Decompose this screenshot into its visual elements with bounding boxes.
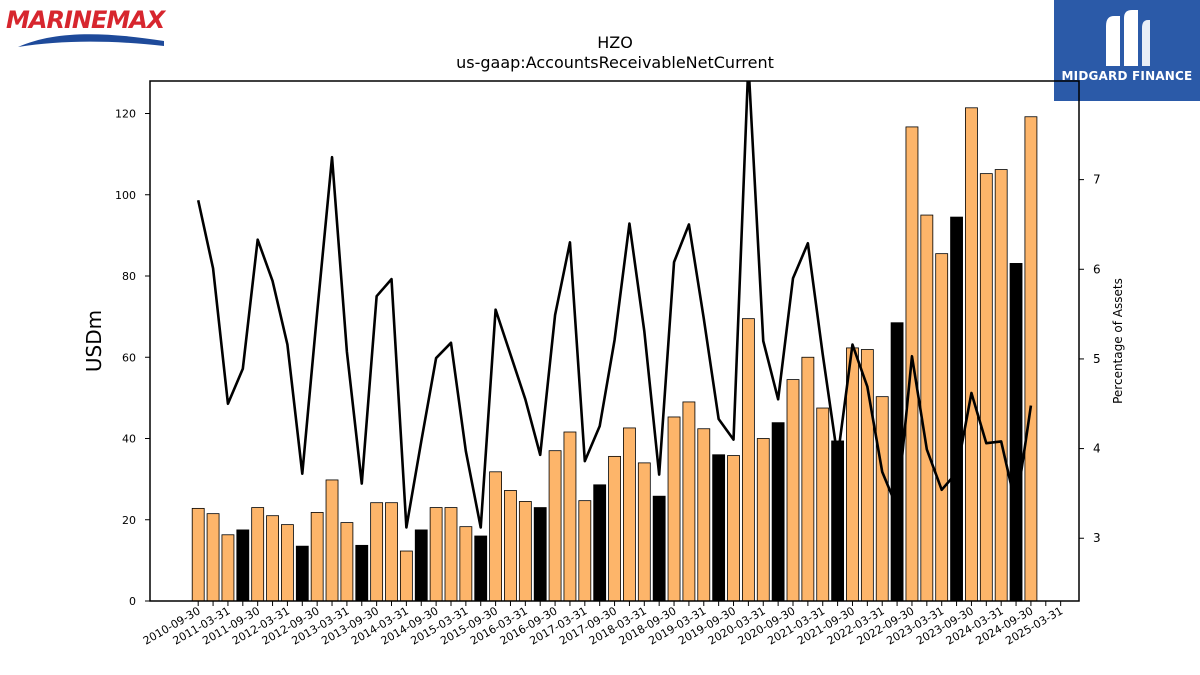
y-tick-label: 80 [122,270,136,283]
bar [637,462,651,602]
bar [1009,263,1023,602]
y2-axis-label: Percentage of Assets [1111,278,1125,404]
bar [399,550,413,602]
bar [221,534,235,602]
bar [429,507,443,602]
marinemax-logo: MARINEMAX [6,6,166,47]
bar [578,500,592,602]
bar [444,507,458,602]
bar [771,422,785,602]
bar [682,401,696,602]
bar-series [191,107,1038,602]
y-axis-left: 0 20 40 60 80 100 120 [115,108,150,608]
bar [1024,116,1038,602]
bar [518,501,532,602]
bar [266,515,279,602]
bar [370,502,384,602]
bar [325,479,339,602]
bar [548,450,562,602]
midgard-finance-logo: MIDGARD FINANCE [1054,0,1200,101]
bar [667,416,681,602]
bar [875,396,889,602]
y-tick-label: 40 [122,433,136,446]
bar [741,318,755,602]
bar [206,513,220,602]
y-tick-label: 0 [129,595,136,608]
bar [712,454,726,602]
y2-tick-label: 7 [1093,173,1101,187]
bar [414,529,428,602]
bar [489,471,503,602]
bar [281,524,294,602]
percentage-line [196,81,1033,529]
bar [816,407,830,602]
bar [355,544,369,602]
bar [608,455,621,602]
y-axis-label: USDm [82,310,106,372]
midgard-mark-icon [1106,10,1150,66]
marinemax-swoosh-icon [18,34,164,47]
bar [935,253,949,602]
bar [994,169,1008,602]
y2-tick-label: 3 [1093,531,1101,545]
bar [950,216,963,602]
bar [756,438,770,602]
y-tick-label: 100 [115,189,136,202]
bar [251,507,265,602]
chart-subtitle: us-gaap:AccountsReceivableNetCurrent [456,53,774,72]
line-series [196,81,1033,529]
bar [920,214,934,602]
y2-tick-label: 4 [1093,442,1101,456]
bar [979,173,993,602]
y-tick-label: 120 [115,108,136,121]
y2-tick-label: 6 [1093,262,1101,276]
bar [563,431,577,602]
bar [236,529,250,602]
midgard-finance-text: MIDGARD FINANCE [1061,69,1193,83]
bar [385,502,398,602]
bar [310,512,324,602]
bar [593,484,607,602]
y2-tick-label: 5 [1093,352,1101,366]
bar [801,356,815,602]
y-tick-label: 20 [122,514,136,527]
bar [623,427,636,602]
bar [504,490,517,602]
bar [340,522,354,602]
x-axis: 2010-09-302011-03-312011-09-302012-03-31… [141,601,1065,648]
chart-title: HZO [597,33,633,52]
bar [786,379,800,602]
bar [474,535,488,602]
bar [965,107,978,602]
bar [459,526,473,602]
bar [295,545,309,602]
y-tick-label: 60 [122,351,136,364]
bar [697,428,711,602]
bar [727,455,740,602]
bar [831,440,845,602]
bar [191,507,205,602]
bar [652,495,666,602]
y-axis-right: 3 4 5 6 7 [1079,173,1101,545]
bar [533,507,547,602]
marinemax-logo-text: MARINEMAX [6,6,165,34]
